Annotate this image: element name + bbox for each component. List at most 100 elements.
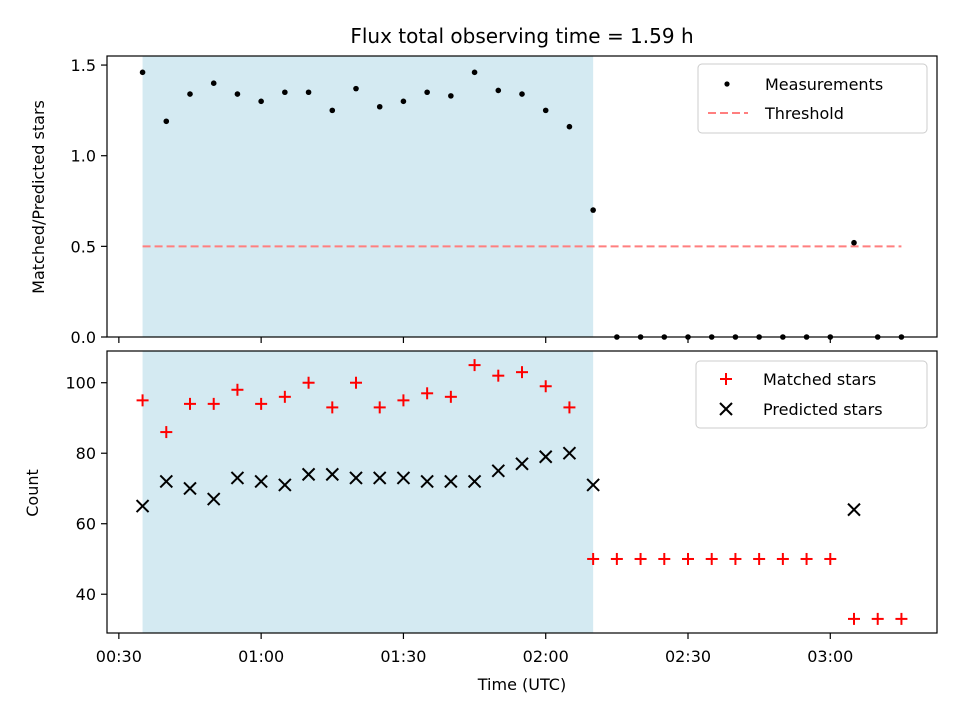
predicted-star-point (467, 474, 482, 489)
x-tick-label: 02:30 (665, 647, 711, 666)
matched-star-point (705, 552, 718, 565)
predicted-star-point (373, 471, 387, 485)
predicted-star-point (325, 467, 339, 482)
predicted-star-point (207, 492, 221, 506)
matched-star-point (160, 426, 173, 439)
legend-measurements-label: Measurements (765, 75, 883, 94)
bottom-axes-frame (106, 350, 938, 634)
matched-star-point (207, 397, 220, 410)
matched-star-point (682, 552, 694, 565)
matched-star-point (871, 612, 884, 625)
measurement-point (163, 118, 170, 125)
matched-star-point (563, 401, 576, 414)
bottom-legend: Matched stars Predicted stars (695, 360, 928, 429)
matched-star-point (610, 552, 623, 565)
matched-star-point (492, 369, 505, 382)
x-tick-label: 00:30 (96, 647, 142, 666)
matched-star-point (516, 366, 528, 379)
measurement-point (329, 107, 336, 114)
bottom-shade-rect (142, 351, 594, 633)
measurement-point (851, 239, 857, 246)
matched-star-point (373, 401, 386, 414)
matched-star-point (848, 612, 860, 625)
matched-star-point (753, 552, 766, 565)
measurement-point (187, 91, 193, 97)
top-shade-rect (142, 56, 594, 337)
x-axis-label: Time (UTC) (477, 675, 566, 694)
measurement-point (519, 91, 525, 97)
matched-star-point (824, 552, 837, 565)
matched-star-point (729, 552, 742, 565)
legend-predicted-marker (719, 402, 733, 416)
matched-star-point (350, 376, 362, 389)
bottom-y-tick-label: 100 (65, 374, 96, 393)
measurement-point (590, 207, 596, 213)
measurement-point (258, 98, 264, 105)
measurement-point (424, 89, 430, 96)
predicted-star-point (230, 471, 245, 485)
measurement-point (495, 87, 502, 94)
matched-star-point (634, 552, 647, 565)
predicted-star-point (135, 499, 150, 513)
measurement-point (305, 89, 312, 96)
top-y-tick-label: 0.5 (71, 237, 96, 256)
measurement-point (376, 103, 383, 110)
measurement-point (400, 98, 407, 105)
predicted-star-point (396, 471, 411, 485)
top-shaded-region (142, 56, 594, 337)
measurement-point (353, 85, 359, 92)
matched-star-point (255, 397, 268, 410)
legend-matched-marker (720, 373, 732, 385)
predicted-star-point (301, 467, 316, 482)
measurement-point (282, 89, 288, 96)
matched-star-point (468, 359, 481, 372)
top-y-tick-label: 1.5 (71, 56, 96, 75)
x-tick-label: 01:00 (238, 647, 284, 666)
matched-star-point (231, 383, 244, 396)
predicted-star-point (562, 446, 577, 460)
bottom-legend-box (695, 360, 928, 429)
bottom-shaded-region (142, 351, 594, 633)
measurement-point (448, 93, 454, 99)
predicted-star-point (539, 450, 553, 464)
bottom-y-axis-label: Count (23, 469, 42, 517)
top-axes-frame (106, 55, 938, 338)
x-tick-label: 02:00 (523, 647, 569, 666)
measurement-point (542, 107, 549, 114)
matched-star-point (136, 394, 149, 407)
top-legend: Measurements Threshold (697, 63, 928, 134)
bottom-y-axis: 40 60 80 100 (65, 374, 107, 604)
x-tick-label: 01:30 (380, 647, 426, 666)
measurement-point (210, 80, 217, 86)
predicted-star-point (491, 464, 505, 478)
matched-star-point (326, 401, 339, 414)
predicted-star-point (586, 478, 600, 492)
legend-matched-label: Matched stars (763, 370, 876, 389)
top-y-tick-label: 1.0 (71, 147, 96, 166)
top-legend-box (697, 63, 928, 134)
matched-star-point (658, 552, 671, 565)
predicted-star-point (420, 474, 434, 489)
matched-star-point (302, 376, 315, 389)
measurement-point (234, 91, 241, 97)
measurement-point (566, 123, 573, 130)
count-points (135, 359, 908, 625)
predicted-star-point (159, 474, 173, 489)
top-y-tick-label: 0.0 (71, 328, 96, 347)
top-panel: 0.0 0.5 1.0 1.5 Matched/Predicted stars Mea… (29, 55, 938, 347)
predicted-star-point (444, 474, 458, 489)
matched-star-point (587, 552, 600, 565)
top-y-axis: 0.0 0.5 1.0 1.5 (71, 56, 107, 347)
predicted-star-point (515, 457, 529, 471)
predicted-star-point (183, 481, 197, 496)
predicted-star-point (349, 471, 363, 485)
predicted-star-point (847, 502, 861, 517)
x-tick-label: 03:00 (807, 647, 853, 666)
matched-star-point (278, 390, 291, 403)
matched-star-point (184, 397, 196, 410)
bottom-panel: 40 60 80 100 00:30 01:00 01:30 02:00 02:30 03:00… (23, 350, 938, 694)
matched-star-point (776, 552, 789, 565)
matched-star-point (895, 612, 908, 625)
matched-star-point (539, 380, 552, 393)
